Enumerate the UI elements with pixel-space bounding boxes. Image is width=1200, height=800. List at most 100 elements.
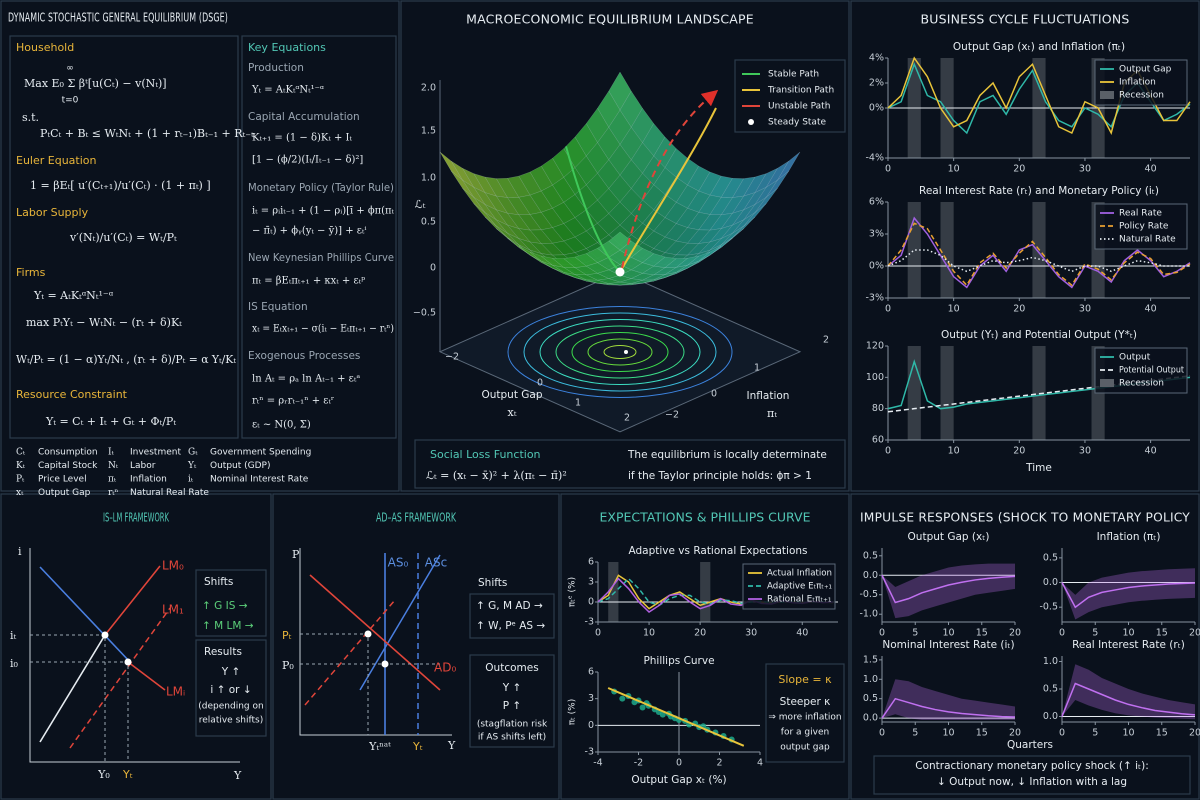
chart-title: Output (Yₜ) and Potential Output (Y*ₜ) [941, 329, 1137, 341]
label: ln Aₜ = ρₐ ln Aₜ₋₁ + εₜᵃ [252, 374, 360, 385]
label: Nₜ [108, 461, 119, 471]
label: i [18, 545, 22, 558]
z-tick-label: 1.5 [421, 126, 436, 137]
y-tick-label: 6% [869, 197, 884, 208]
y-tick-label: 2% [869, 78, 884, 89]
label: Kₜ₊₁ = (1 − δ)Kₜ + Iₜ [252, 133, 353, 144]
label: Kₜ [16, 461, 26, 471]
contour-center [624, 350, 628, 354]
x-tick-label: 5 [912, 628, 918, 639]
label: i₀ [10, 657, 19, 670]
x-tick-label: 5 [912, 728, 918, 739]
fit-line [607, 687, 745, 747]
x-tick-label: 0 [879, 728, 885, 739]
y-tick-label: 1 [754, 363, 760, 374]
label: xₜ [16, 488, 24, 498]
unstable-path [621, 89, 719, 269]
x-tick-label: 10 [948, 446, 960, 457]
x-tick-label: 0 [879, 628, 885, 639]
label: πₜ [108, 475, 117, 485]
y-tick-label: -4% [866, 153, 885, 164]
x-tick-label: 0 [537, 378, 543, 389]
y-tick-label: 0 [588, 597, 594, 608]
series-line [1061, 582, 1196, 609]
label: 1 = βEₜ[ u′(Cₜ₊₁)/u′(Cₜ) · (1 + πₜ) ] [30, 179, 211, 192]
label: Yₜⁿᵃᵗ [368, 740, 391, 753]
y-tick-label: -3 [585, 617, 594, 628]
label: Yₜ = Cₜ + Iₜ + Gₜ + Φₜ/Pₜ [45, 415, 176, 428]
chart-title: Real Interest Rate (rₜ) and Monetary Pol… [919, 185, 1159, 197]
x-tick-label: -4 [593, 758, 602, 769]
y-tick-label: 2 [823, 335, 829, 346]
x-tick-label: 40 [796, 628, 808, 639]
y-tick-label: 0.0 [1043, 711, 1058, 722]
label: Labor Supply [16, 206, 89, 219]
y-tick-label: 0% [869, 103, 884, 114]
legend-label: Real Rate [1119, 209, 1162, 219]
x-tick-label: 5 [1092, 628, 1098, 639]
y-tick-label: 1.0 [1043, 656, 1058, 667]
y-tick-label: 0.5 [863, 550, 878, 561]
label: Pₜ [282, 629, 292, 642]
contour [555, 325, 685, 379]
scatter-point [619, 695, 626, 702]
ad-as-diagram [299, 548, 452, 736]
x-tick-label: 40 [1145, 304, 1157, 315]
x-tick-label: 20 [1013, 304, 1025, 315]
label: ↑ W, Pᵉ AS → [476, 620, 545, 632]
label: Wₜ/Pₜ = (1 − α)Yₜ/Nₜ , (rₜ + δ)/Pₜ = α Y… [16, 353, 236, 366]
x-tick-label: 10 [948, 164, 960, 175]
x-tick-label: 15 [976, 728, 988, 739]
recession-band [940, 202, 954, 298]
legend-label: Unstable Path [768, 102, 830, 112]
label: πₜ [767, 407, 777, 420]
is-lm-diagram [29, 548, 240, 763]
label: Max E₀ Σ βᵗ[u(Cₜ) − v(Nₜ)] [24, 77, 167, 90]
label: P ↑ [503, 700, 521, 712]
series-line [887, 222, 1191, 287]
label: ↓ Output now, ↓ Inflation with a lag [937, 776, 1127, 788]
label: Natural Real Rate [130, 488, 209, 498]
label: xₜ [508, 406, 517, 419]
label: AD₀ [434, 661, 456, 675]
x-tick-label: 40 [1145, 164, 1157, 175]
chart-title: Phillips Curve [643, 655, 714, 667]
contour [571, 332, 669, 372]
series-line [1061, 682, 1196, 717]
x-tick-label: 0 [676, 758, 682, 769]
label: Exogenous Processes [248, 350, 360, 362]
label: ↑ G, M AD → [476, 600, 543, 612]
label: Yₜ = AₜKₜᵅNₜ¹⁻ᵅ [33, 289, 114, 302]
y-tick-label: 0.5 [863, 693, 878, 704]
chart-title: Inflation (πₜ) [1097, 531, 1161, 543]
x-tick-label: 10 [942, 628, 954, 639]
label: Capital Stock [38, 461, 98, 471]
recession-band [608, 562, 619, 622]
label: Social Loss Function [430, 448, 541, 461]
label: πₜ = βEₜπₜ₊₁ + κxₜ + εₜᵖ [252, 276, 365, 287]
label: for a given [781, 728, 829, 738]
label: Euler Equation [16, 154, 97, 167]
y-tick-label: 0.5 [1043, 552, 1058, 563]
x-tick-label: 0 [595, 628, 601, 639]
x-tick-label: 10 [643, 628, 655, 639]
label: AD–AS FRAMEWORK [376, 510, 457, 525]
x-axis-label: Time [1025, 462, 1052, 474]
recession-band [700, 562, 711, 622]
legend-label: Recession [1119, 379, 1164, 389]
x-tick-label: 20 [1013, 446, 1025, 457]
label: AS₀ [388, 556, 409, 570]
legend-label: Output Gap [1119, 65, 1172, 75]
label: Y₀ [97, 768, 110, 781]
label: Shifts [204, 576, 233, 588]
label: Yₜ [187, 461, 197, 471]
y-tick-label: 100 [866, 372, 884, 383]
legend-label: Output [1119, 353, 1151, 363]
label: ↑ M LM → [202, 620, 254, 632]
y-tick-label: -1.0 [859, 609, 878, 620]
base-plane [438, 271, 802, 433]
landscape-plot [438, 71, 802, 433]
y-tick-label: 1.5 [863, 654, 878, 665]
x-axis-label: Output Gap xₜ (%) [631, 774, 726, 786]
